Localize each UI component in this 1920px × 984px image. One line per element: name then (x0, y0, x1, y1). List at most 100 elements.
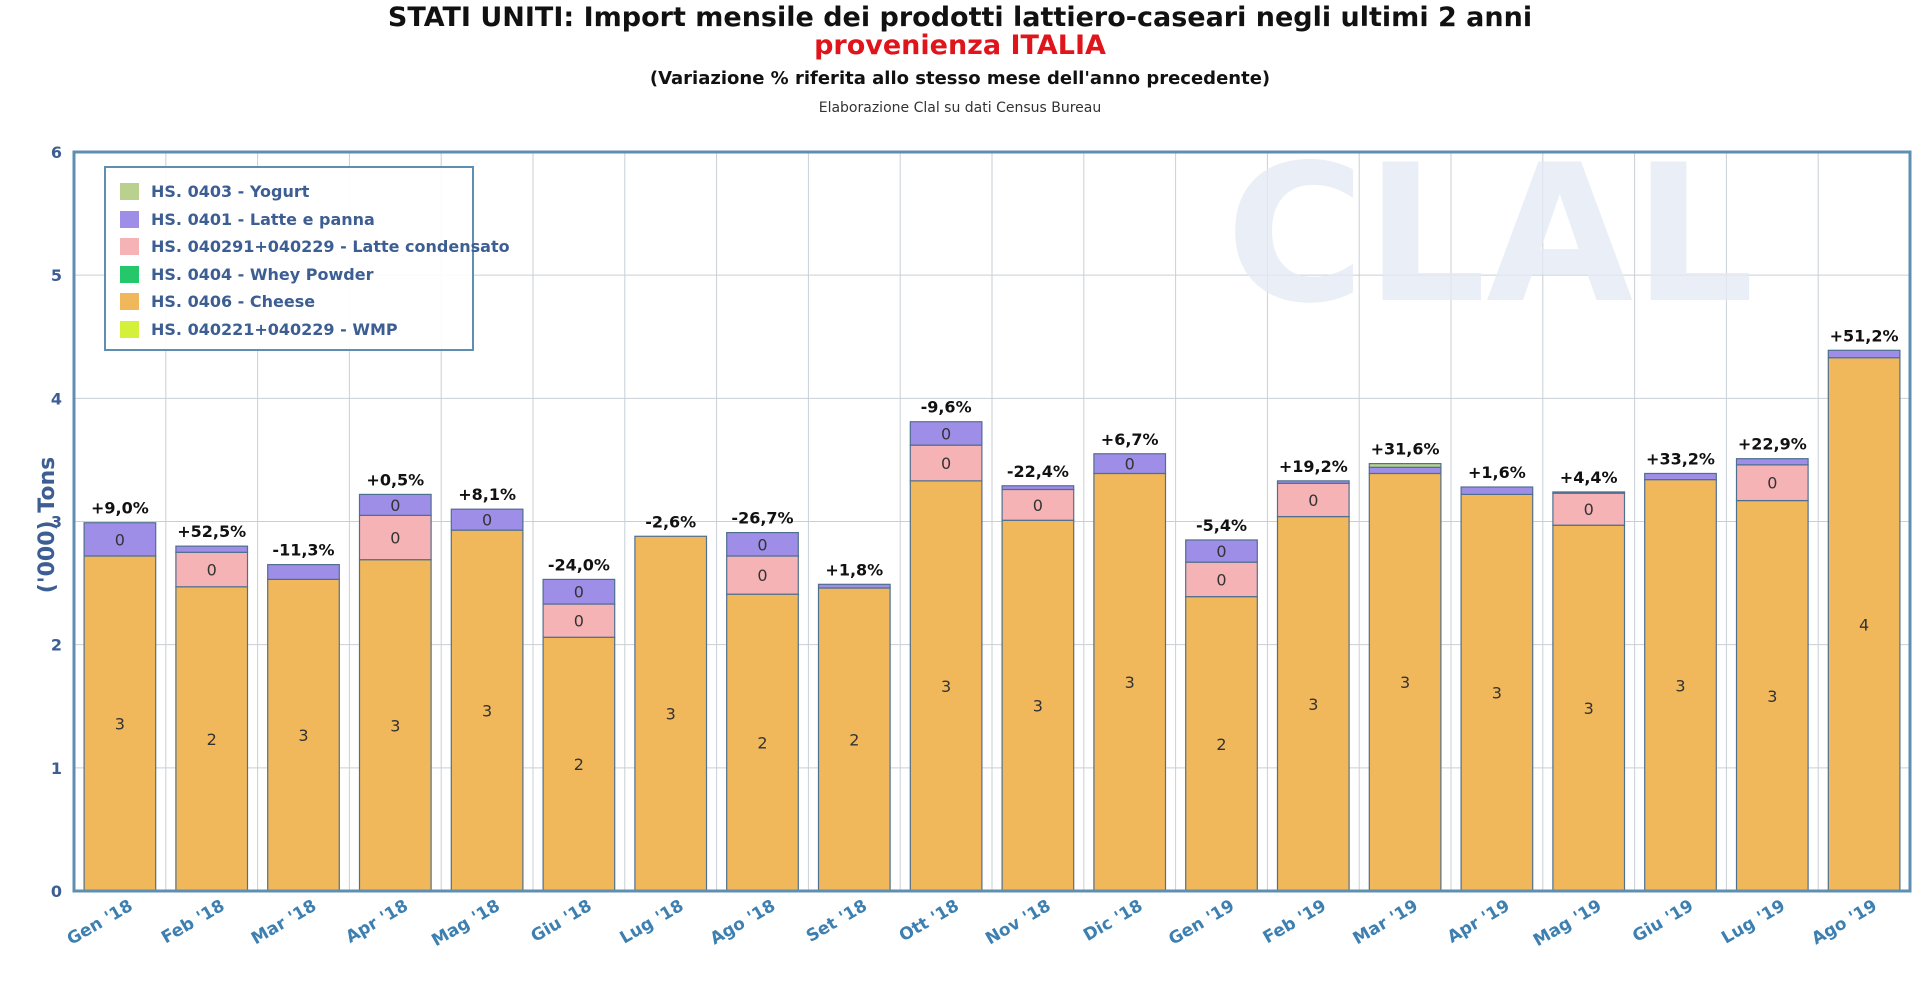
segment-value-label: 0 (1125, 455, 1135, 474)
segment-value-label: 3 (115, 714, 125, 733)
bar-segment-cheese (1001, 519, 1075, 892)
y-axis-label: ('000) Tons (35, 457, 60, 593)
bar-segment-latte-panna (83, 522, 157, 557)
legend-swatch (120, 293, 139, 311)
x-tick-label: Ott '18 (896, 896, 963, 946)
labels-layer: 3 0 +9,0% 2 0 +52,5% 3 -11,3% 3 0 0 +0,5% 3 0 +8,1% 2 0 0… (91, 326, 1899, 774)
x-tick-label: Apr '18 (342, 896, 411, 948)
legend-swatch (120, 320, 139, 338)
legend-swatch (120, 183, 139, 201)
variation-label: +1,6% (1468, 463, 1526, 482)
chart-subtitle-note: (Variazione % riferita allo stesso mese … (649, 68, 1271, 89)
variation-label: -9,6% (921, 398, 972, 417)
segment-value-label: 3 (482, 702, 492, 721)
segment-value-label: 0 (574, 612, 584, 631)
legend-swatch (120, 265, 139, 283)
bar-segment-latte-panna (1827, 349, 1901, 359)
bar-segment-latte-panna (726, 531, 799, 557)
legend-item: HS. 040291+040229 - Latte condensato (120, 233, 510, 261)
legend-label: HS. 0401 - Latte e panna (151, 209, 375, 229)
bar-segment-latte-panna (1001, 485, 1075, 491)
y-tick-label: 6 (51, 143, 62, 162)
segment-value-label: 0 (1767, 474, 1777, 493)
segment-value-label: 0 (1033, 496, 1043, 515)
variation-label: -26,7% (731, 509, 793, 528)
x-tick-label: Mar '19 (1350, 896, 1422, 949)
segment-value-label: 3 (1308, 695, 1318, 714)
x-tick-label: Mar '18 (248, 896, 320, 949)
variation-label: +33,2% (1646, 449, 1715, 468)
segment-value-label: 3 (298, 726, 308, 745)
variation-label: +1,8% (825, 560, 883, 579)
segment-value-label: 0 (207, 561, 217, 580)
variation-label: -22,4% (1007, 462, 1069, 481)
segment-value-label: 3 (1767, 687, 1777, 706)
y-tick-label: 4 (51, 389, 62, 408)
chart-subtitle-origin: provenienza ITALIA (814, 30, 1106, 61)
x-tick-label: Apr '19 (1444, 896, 1513, 948)
bar-segment-latte-panna (1185, 539, 1258, 563)
segment-value-label: 3 (1033, 697, 1043, 716)
chart-title: STATI UNITI: Import mensile dei prodotti… (387, 2, 1533, 33)
segment-value-label: 0 (574, 583, 584, 602)
x-tick-label: Giu '18 (528, 896, 596, 947)
bar-segment-cheese (1460, 493, 1534, 892)
segment-value-label: 0 (757, 535, 767, 554)
bar-segment-cheese (1185, 596, 1258, 892)
bar-segment-latte-condensato (1735, 464, 1809, 502)
legend-swatch (120, 210, 139, 228)
bar-segment-latte-panna (1276, 480, 1350, 484)
bar-segment-latte-panna (175, 545, 249, 553)
segment-value-label: 3 (941, 677, 951, 696)
bar-segment-cheese (175, 586, 249, 892)
legend-item: HS. 0403 - Yogurt (120, 178, 472, 206)
legend-item: HS. 040221+040229 - WMP (120, 316, 472, 344)
bar-segment-cheese (817, 587, 891, 892)
segment-value-label: 0 (390, 529, 400, 548)
segment-value-label: 3 (1492, 684, 1502, 703)
bar-segment-cheese (358, 559, 432, 892)
variation-label: +9,0% (91, 499, 149, 518)
variation-label: +52,5% (177, 522, 246, 541)
x-tick-label: Lug '18 (617, 896, 688, 948)
bars-layer (83, 349, 1901, 892)
bar-segment-cheese (909, 480, 983, 892)
variation-label: +22,9% (1738, 435, 1807, 454)
x-tick-label: Mag '19 (1530, 896, 1605, 951)
x-tick-label: Dic '18 (1080, 896, 1146, 946)
variation-label: +19,2% (1279, 457, 1348, 476)
bar-segment-latte-panna (1460, 486, 1534, 496)
y-tick-label: 2 (51, 636, 62, 655)
bar-segment-latte-panna (1368, 466, 1442, 475)
segment-value-label: 2 (207, 730, 217, 749)
chart-legend: HS. 0403 - Yogurt HS. 0401 - Latte e pann… (104, 166, 510, 351)
segment-value-label: 0 (757, 566, 767, 585)
bar-segment-cheese (726, 593, 799, 892)
bar-segment-cheese (1093, 472, 1167, 892)
legend-label: HS. 0406 - Cheese (151, 292, 316, 312)
bar-segment-latte-panna (1735, 458, 1809, 466)
plot-frame (72, 150, 1912, 893)
variation-label: +6,7% (1101, 430, 1159, 449)
legend-label: HS. 0404 - Whey Powder (151, 264, 374, 284)
legend-item: HS. 0404 - Whey Powder (120, 261, 472, 289)
segment-value-label: 0 (1584, 500, 1594, 519)
x-tick-label: Set '18 (803, 896, 871, 947)
segment-value-label: 2 (757, 734, 767, 753)
y-tick-label: 5 (51, 266, 62, 285)
chart-source: Elaborazione Clal su dati Census Bureau (818, 100, 1102, 116)
legend-label: HS. 040221+040229 - WMP (151, 319, 398, 339)
x-tick-label: Feb '19 (1260, 896, 1330, 948)
bar-segment-latte-panna (1644, 472, 1717, 481)
legend-label: HS. 040291+040229 - Latte condensato (151, 237, 510, 257)
segment-value-label: 0 (941, 454, 951, 473)
bar-segment-latte-panna (542, 578, 616, 605)
bar-segment-cheese (83, 555, 157, 892)
segment-value-label: 4 (1859, 615, 1869, 634)
variation-label: -2,6% (645, 512, 696, 531)
variation-label: -24,0% (548, 555, 610, 574)
bar-segment-latte-panna (1552, 491, 1626, 494)
variation-label: +0,5% (366, 470, 424, 489)
bar-segment-cheese (1735, 499, 1809, 892)
